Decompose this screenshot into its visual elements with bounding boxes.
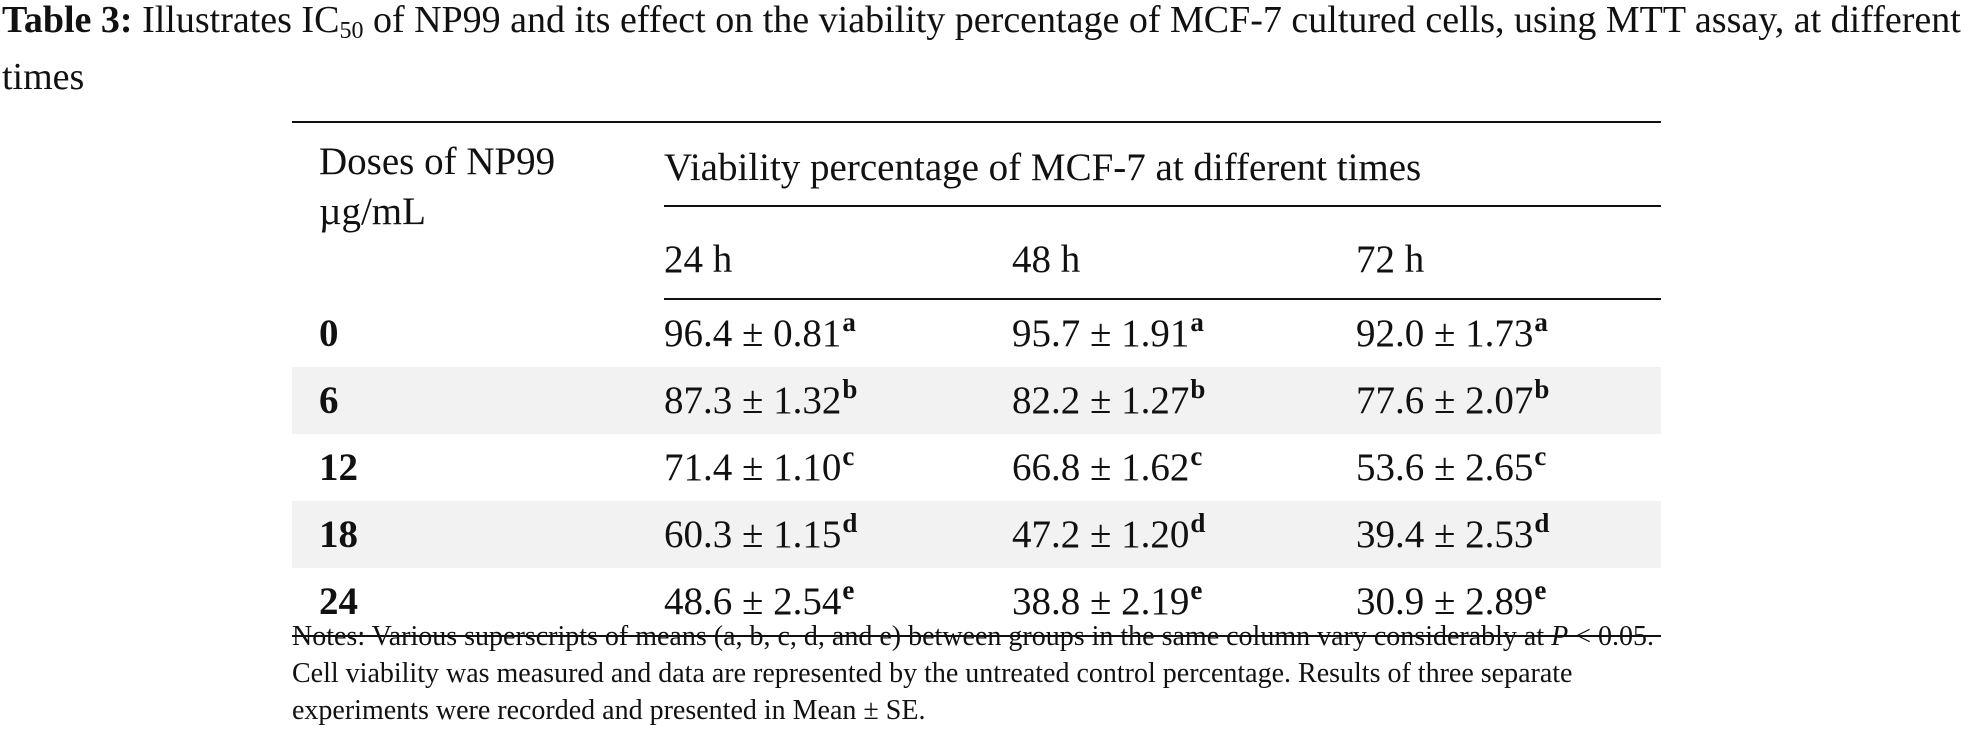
significance-superscript: e bbox=[1534, 575, 1547, 605]
value-cell: 66.8 ± 1.62c bbox=[1012, 441, 1203, 490]
dose-cell: 12 bbox=[319, 446, 358, 489]
notes-text-part2: < 0.05. Cell viability was measured and … bbox=[292, 621, 1655, 726]
significance-superscript: e bbox=[842, 575, 855, 605]
dose-cell: 24 bbox=[292, 568, 664, 637]
significance-superscript: d bbox=[1534, 508, 1550, 538]
value-cell: 39.4 ± 2.53d bbox=[1356, 501, 1661, 568]
significance-superscript: a bbox=[1534, 307, 1548, 337]
value-cell: 47.2 ± 1.20d bbox=[1012, 501, 1356, 568]
significance-superscript: c bbox=[1534, 441, 1547, 471]
dose-header: Doses of NP99 µg/mL bbox=[292, 121, 664, 299]
table-notes: Notes: Various superscripts of means (a,… bbox=[292, 618, 1664, 729]
significance-superscript: c bbox=[1190, 441, 1203, 471]
time-header-72h: 72 h bbox=[1356, 206, 1661, 300]
time-header-24h: 24 h bbox=[664, 206, 1012, 300]
dose-cell: 6 bbox=[292, 367, 664, 434]
significance-superscript: a bbox=[842, 307, 856, 337]
table-row: 24 48.6 ± 2.54e 38.8 ± 2.19e 30.9 ± 2.89… bbox=[292, 568, 1661, 637]
table-row: 0 96.4 ± 0.81a 95.7 ± 1.91a 92.0 ± 1.73a bbox=[292, 299, 1661, 367]
viability-group-header: Viability percentage of MCF-7 at differe… bbox=[664, 121, 1661, 207]
value-cell: 87.3 ± 1.32b bbox=[664, 367, 1012, 434]
value-cell: 60.3 ± 1.15d bbox=[664, 501, 1012, 568]
value-cell: 38.8 ± 2.19e bbox=[1012, 568, 1356, 637]
caption-text-post: of NP99 and its effect on the viability … bbox=[2, 0, 1961, 98]
dose-header-line1: Doses of NP99 bbox=[319, 140, 556, 183]
time-header-48h: 48 h bbox=[1012, 206, 1356, 300]
dose-cell: 0 bbox=[319, 311, 339, 355]
value-cell: 48.6 ± 2.54e bbox=[664, 568, 1012, 637]
table-caption: Table 3: Illustrates IC50 of NP99 and it… bbox=[2, 0, 1962, 106]
significance-superscript: b bbox=[1534, 374, 1550, 404]
viability-table: Doses of NP99 µg/mL Viability percentage… bbox=[292, 121, 1661, 637]
dose-cell: 18 bbox=[292, 501, 664, 568]
significance-superscript: c bbox=[842, 441, 855, 471]
significance-superscript: b bbox=[842, 374, 858, 404]
table-row: 18 60.3 ± 1.15d 47.2 ± 1.20d 39.4 ± 2.53… bbox=[292, 501, 1661, 568]
notes-text-part1: Notes: Various superscripts of means (a,… bbox=[292, 621, 1552, 652]
dose-header-line2: µg/mL bbox=[319, 190, 426, 233]
significance-superscript: d bbox=[842, 508, 858, 538]
caption-label: Table 3: bbox=[2, 0, 133, 41]
value-cell: 71.4 ± 1.10c bbox=[664, 441, 855, 490]
significance-superscript: e bbox=[1190, 575, 1203, 605]
value-cell: 77.6 ± 2.07b bbox=[1356, 367, 1661, 434]
value-cell: 53.6 ± 2.65c bbox=[1356, 441, 1547, 490]
notes-p-symbol: P bbox=[1551, 621, 1569, 652]
significance-superscript: a bbox=[1190, 307, 1204, 337]
table-row: 6 87.3 ± 1.32b 82.2 ± 1.27b 77.6 ± 2.07b bbox=[292, 367, 1661, 434]
table-row: 12 71.4 ± 1.10c 66.8 ± 1.62c 53.6 ± 2.65… bbox=[292, 434, 1661, 501]
caption-subscript: 50 bbox=[339, 18, 364, 44]
significance-superscript: b bbox=[1190, 374, 1206, 404]
caption-text-pre: Illustrates IC bbox=[142, 0, 340, 41]
value-cell: 92.0 ± 1.73a bbox=[1356, 307, 1548, 356]
value-cell: 95.7 ± 1.91a bbox=[1012, 307, 1204, 356]
value-cell: 82.2 ± 1.27b bbox=[1012, 367, 1356, 434]
value-cell: 96.4 ± 0.81a bbox=[664, 307, 856, 356]
significance-superscript: d bbox=[1190, 508, 1206, 538]
value-cell: 30.9 ± 2.89e bbox=[1356, 568, 1661, 637]
